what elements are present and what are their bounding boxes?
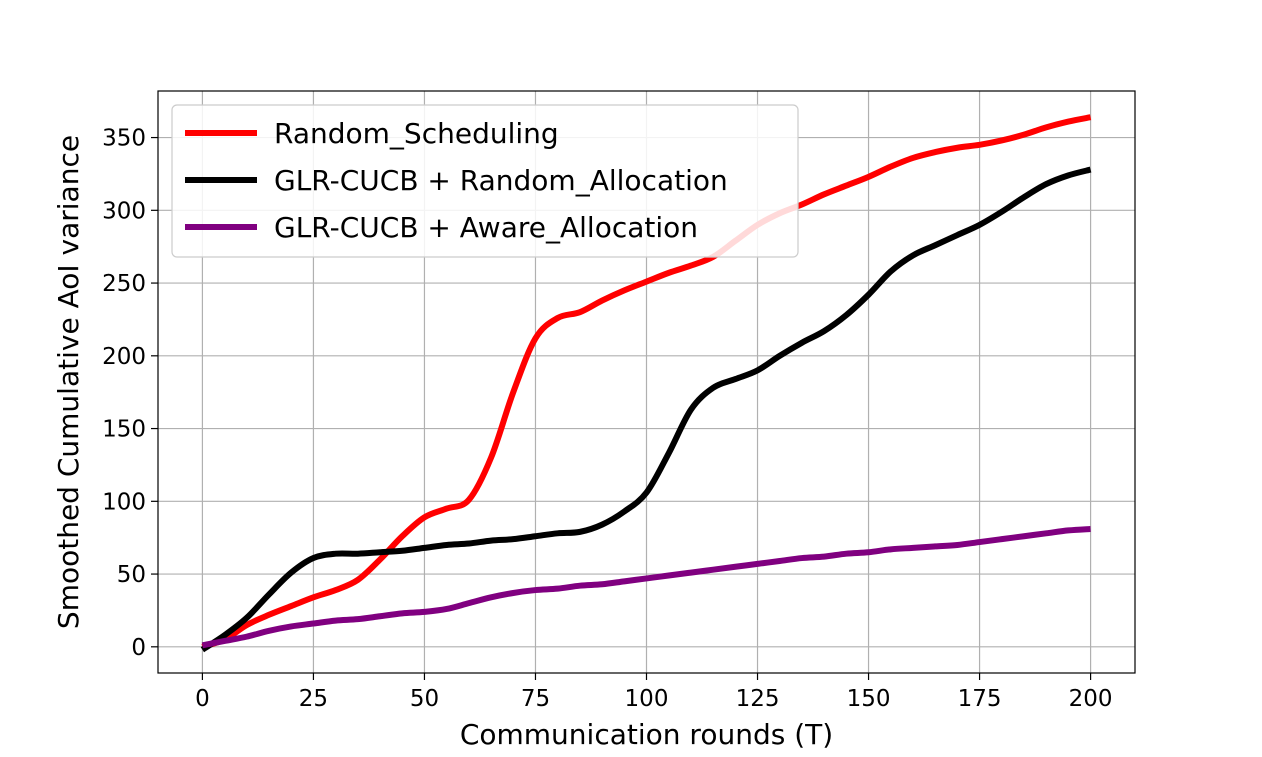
y-tick-label: 0 [131, 635, 146, 661]
plot-series [200, 114, 1092, 653]
legend-label: GLR-CUCB + Aware_Allocation [274, 211, 698, 244]
x-tick-label: 75 [521, 686, 550, 712]
x-tick-label: 200 [1069, 686, 1113, 712]
x-tick-label: 150 [847, 686, 891, 712]
x-axis-label: Communication rounds (T) [460, 718, 833, 751]
axis-ticks: 0 25 50 75 100 125 150 175 200 0 50 100 150 200 250 300… [102, 126, 1112, 712]
y-tick-label: 50 [117, 562, 146, 588]
legend-label: GLR-CUCB + Random_Allocation [274, 164, 728, 197]
y-tick-label: 250 [102, 271, 146, 297]
legend-box [171, 104, 799, 258]
series-line-glr-cucb-random-allocation [200, 166, 1092, 653]
y-tick-label: 300 [102, 198, 146, 224]
y-tick-label: 200 [102, 344, 146, 370]
series-line-random-scheduling [201, 114, 1092, 650]
x-tick-label: 175 [958, 686, 1002, 712]
y-axis-label: Smoothed Cumulative AoI variance [52, 135, 85, 629]
legend: Random_Scheduling GLR-CUCB + Random_Alloc… [171, 104, 799, 258]
x-tick-label: 125 [736, 686, 780, 712]
series-line-glr-cucb-aware-allocation [201, 525, 1091, 649]
y-tick-label: 350 [102, 126, 146, 152]
x-tick-label: 25 [299, 686, 328, 712]
y-tick-label: 150 [102, 417, 146, 443]
x-tick-label: 50 [410, 686, 439, 712]
x-tick-label: 0 [195, 686, 210, 712]
x-tick-label: 100 [625, 686, 669, 712]
y-tick-label: 100 [102, 489, 146, 515]
legend-label: Random_Scheduling [274, 117, 559, 150]
